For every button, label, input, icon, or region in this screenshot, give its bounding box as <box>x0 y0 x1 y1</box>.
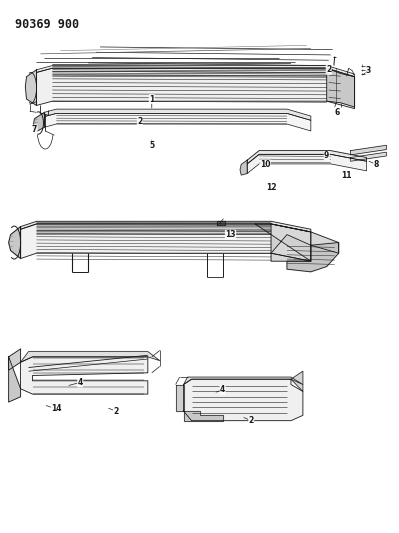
Text: 12: 12 <box>266 183 277 192</box>
Polygon shape <box>184 379 303 421</box>
Polygon shape <box>184 377 303 384</box>
Text: 10: 10 <box>260 160 271 169</box>
Text: 4: 4 <box>77 378 83 387</box>
Polygon shape <box>291 371 303 391</box>
Text: 8: 8 <box>374 160 379 169</box>
Polygon shape <box>21 352 160 362</box>
Polygon shape <box>9 357 21 402</box>
Polygon shape <box>21 357 148 394</box>
Polygon shape <box>44 114 311 131</box>
Text: 2: 2 <box>249 416 254 425</box>
Text: 14: 14 <box>51 405 61 414</box>
Polygon shape <box>26 70 36 106</box>
Polygon shape <box>217 221 225 225</box>
Text: 1: 1 <box>149 94 154 103</box>
Polygon shape <box>44 109 311 120</box>
Polygon shape <box>9 349 21 370</box>
Text: 4: 4 <box>220 385 225 394</box>
Text: 9: 9 <box>324 151 329 160</box>
Polygon shape <box>36 68 355 109</box>
Polygon shape <box>36 66 355 77</box>
Polygon shape <box>240 160 247 175</box>
Polygon shape <box>21 224 311 261</box>
Text: 5: 5 <box>149 141 154 150</box>
Polygon shape <box>327 68 355 107</box>
Polygon shape <box>271 224 311 261</box>
Polygon shape <box>247 151 367 164</box>
Polygon shape <box>33 112 44 133</box>
Polygon shape <box>184 411 223 421</box>
Text: 6: 6 <box>334 108 339 117</box>
Text: 3: 3 <box>366 67 371 75</box>
Text: 2: 2 <box>113 407 119 416</box>
Polygon shape <box>176 384 184 411</box>
Text: 2: 2 <box>326 66 331 74</box>
Polygon shape <box>287 243 339 272</box>
Polygon shape <box>351 146 386 155</box>
Text: 2: 2 <box>137 117 142 126</box>
Text: 90369 900: 90369 900 <box>15 18 79 31</box>
Text: 11: 11 <box>342 171 352 180</box>
Polygon shape <box>9 227 21 259</box>
Text: 13: 13 <box>225 230 236 239</box>
Polygon shape <box>247 155 367 173</box>
Polygon shape <box>21 221 311 232</box>
Polygon shape <box>255 224 339 261</box>
Polygon shape <box>351 152 386 161</box>
Text: 7: 7 <box>32 125 37 134</box>
